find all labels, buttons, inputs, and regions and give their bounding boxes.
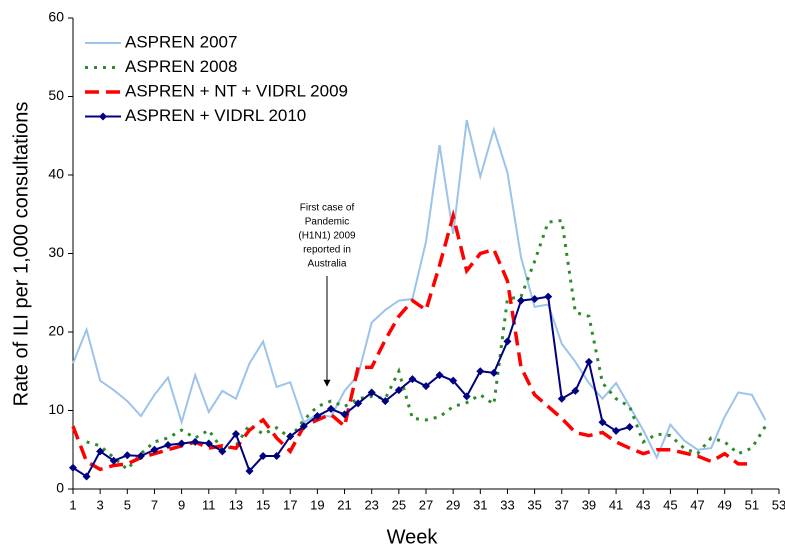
point-marker — [612, 426, 621, 435]
point-marker — [462, 392, 471, 401]
x-tick-label: 13 — [229, 497, 243, 512]
x-axis-label: Week — [387, 526, 439, 548]
x-tick-label: 45 — [663, 497, 677, 512]
point-marker — [231, 430, 240, 439]
x-tick-label: 49 — [717, 497, 731, 512]
point-marker — [136, 452, 145, 461]
x-tick-label: 9 — [178, 497, 185, 512]
x-tick-label: 43 — [636, 497, 650, 512]
y-tick-label: 60 — [48, 9, 64, 25]
point-marker — [503, 337, 512, 346]
annotation-text: (H1N1) 2009 — [298, 231, 356, 242]
point-marker — [286, 432, 295, 441]
point-marker — [408, 375, 417, 384]
point-marker — [381, 397, 390, 406]
point-marker — [394, 386, 403, 395]
x-tick-label: 29 — [446, 497, 460, 512]
point-marker — [204, 439, 213, 448]
point-marker — [367, 388, 376, 397]
legend-marker — [99, 112, 107, 121]
x-tick-label: 21 — [337, 497, 351, 512]
point-marker — [340, 410, 349, 419]
legend-label: ASPREN + VIDRL 2010 — [125, 106, 306, 125]
x-tick-label: 33 — [500, 497, 514, 512]
x-tick-label: 5 — [124, 497, 131, 512]
point-marker — [476, 367, 485, 376]
point-marker — [422, 382, 430, 391]
annotation-text: Pandemic — [305, 217, 349, 228]
point-marker — [96, 447, 105, 456]
annotation-text: reported in — [303, 245, 351, 256]
x-tick-label: 39 — [582, 497, 596, 512]
point-marker — [82, 472, 91, 481]
y-tick-label: 30 — [48, 244, 64, 260]
x-tick-label: 35 — [527, 497, 541, 512]
point-marker — [326, 404, 335, 413]
legend-label: ASPREN 2007 — [125, 32, 237, 51]
point-marker — [177, 439, 186, 448]
point-marker — [150, 445, 159, 454]
point-marker — [354, 399, 363, 408]
x-tick-label: 15 — [256, 497, 270, 512]
x-tick-label: 25 — [392, 497, 406, 512]
x-tick-label: 1 — [69, 497, 76, 512]
annotation-text: First case of — [300, 203, 355, 214]
point-marker — [435, 371, 444, 380]
point-marker — [557, 394, 566, 403]
point-marker — [164, 441, 173, 450]
x-tick-label: 51 — [745, 497, 759, 512]
series-line — [71, 208, 752, 472]
y-axis-label: Rate of ILI per 1,000 consultations — [10, 102, 32, 407]
x-tick-label: 7 — [151, 497, 158, 512]
x-tick-label: 27 — [419, 497, 433, 512]
point-marker — [272, 452, 281, 461]
series-line — [72, 119, 767, 461]
point-marker — [517, 296, 526, 305]
point-marker — [299, 422, 308, 431]
legend-label: ASPREN 2008 — [125, 57, 237, 76]
y-tick-label: 50 — [48, 87, 64, 103]
y-tick-label: 20 — [48, 323, 64, 339]
x-tick-label: 53 — [772, 497, 785, 512]
point-marker — [625, 422, 634, 431]
legend-label: ASPREN + NT + VIDRL 2009 — [125, 81, 348, 100]
point-marker — [449, 376, 458, 385]
y-tick-label: 0 — [56, 480, 64, 496]
y-tick-label: 10 — [48, 401, 64, 417]
point-marker — [530, 295, 539, 304]
annotation-text: Australia — [308, 259, 347, 270]
point-marker — [109, 456, 118, 465]
point-marker — [571, 386, 580, 395]
x-tick-label: 41 — [609, 497, 623, 512]
point-marker — [123, 451, 132, 460]
series-line — [86, 218, 767, 472]
point-marker — [584, 357, 593, 366]
x-tick-label: 3 — [97, 497, 104, 512]
x-tick-label: 47 — [690, 497, 704, 512]
x-tick-label: 19 — [310, 497, 324, 512]
point-marker — [69, 463, 77, 472]
point-marker — [544, 292, 553, 301]
point-marker — [489, 368, 498, 377]
x-tick-label: 31 — [473, 497, 487, 512]
x-tick-label: 37 — [555, 497, 569, 512]
point-marker — [313, 411, 322, 420]
x-tick-label: 17 — [283, 497, 297, 512]
x-tick-label: 11 — [202, 497, 216, 512]
point-marker — [245, 466, 254, 475]
y-tick-label: 40 — [48, 166, 64, 182]
point-marker — [598, 418, 607, 427]
point-marker — [218, 447, 227, 456]
x-tick-label: 23 — [364, 497, 378, 512]
point-marker — [259, 452, 268, 461]
point-marker — [191, 437, 200, 446]
